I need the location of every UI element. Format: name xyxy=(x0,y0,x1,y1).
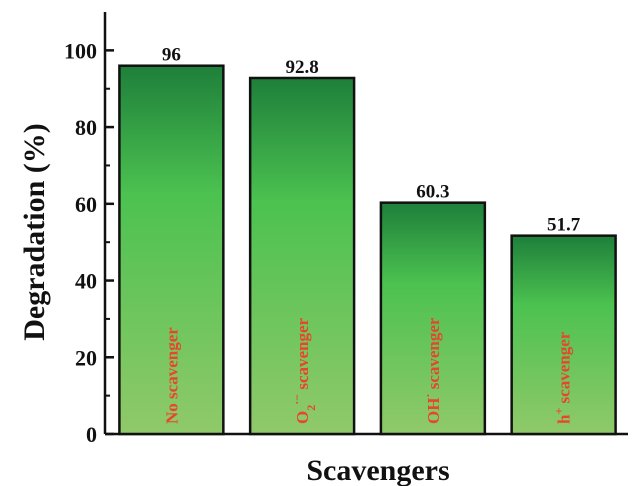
y-tick-label: 80 xyxy=(75,115,97,140)
bar xyxy=(379,201,487,436)
data-label: 92.8 xyxy=(286,57,319,78)
bar-category-label: OH· scavenger xyxy=(421,317,443,424)
plot-area: 0 20 40 60 80 100 96 No scavenger 92.8 O2·− scave… xyxy=(64,12,628,447)
data-label: 96 xyxy=(162,45,181,66)
bar xyxy=(118,64,225,436)
bar-category-label: No scavenger xyxy=(162,327,181,424)
bar xyxy=(510,234,617,436)
y-tick-label: 40 xyxy=(75,269,97,294)
y-tick-label: 0 xyxy=(86,422,97,447)
bar-category-label: h+ scavenger xyxy=(552,331,574,424)
bar xyxy=(248,76,356,436)
x-axis-title: Scavengers xyxy=(306,454,449,486)
y-tick-label: 20 xyxy=(75,345,97,370)
data-label: 51.7 xyxy=(547,215,581,236)
bar-category-label: O2·− scavenger xyxy=(290,317,318,424)
data-label: 60.3 xyxy=(416,182,449,203)
y-tick-label: 100 xyxy=(64,38,97,63)
y-tick-label: 60 xyxy=(75,192,97,217)
y-axis-title: Degradation (%) xyxy=(18,123,51,340)
